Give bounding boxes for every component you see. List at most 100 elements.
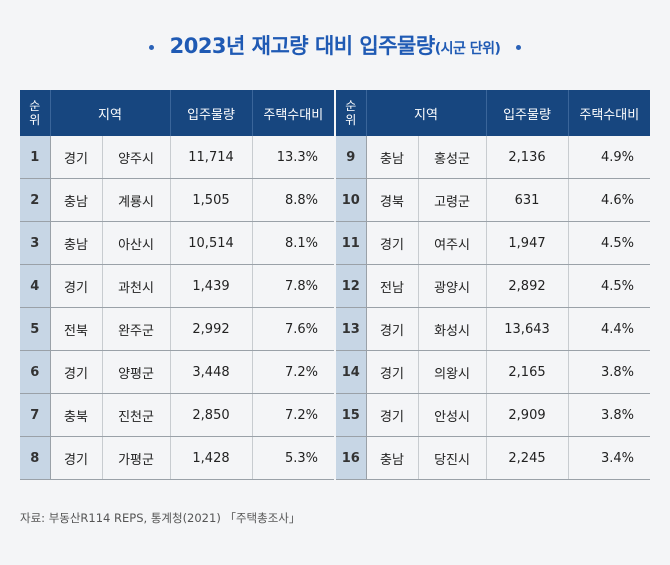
header-region: 지역 <box>366 90 487 136</box>
rank-cell: 2 <box>20 178 51 222</box>
ratio-cell: 13.3% <box>252 136 335 179</box>
ratio-cell: 7.6% <box>252 307 335 351</box>
table-row: 3 충남 아산시 10,514 8.1% <box>20 221 335 265</box>
header-supply: 입주물량 <box>170 90 253 136</box>
province-cell: 전북 <box>50 307 103 351</box>
ratio-cell: 4.5% <box>568 264 651 308</box>
table-row: 2 충남 계룡시 1,505 8.8% <box>20 178 335 222</box>
source-note: 자료: 부동산R114 REPS, 통계청(2021) 「주택총조사」 <box>20 511 301 525</box>
supply-cell: 2,245 <box>486 436 569 480</box>
city-cell: 양평군 <box>102 350 171 394</box>
supply-cell: 11,714 <box>170 136 253 179</box>
ratio-cell: 4.9% <box>568 136 651 179</box>
province-cell: 충남 <box>50 221 103 265</box>
table-row: 9 충남 홍성군 2,136 4.9% <box>336 136 651 179</box>
city-cell: 여주시 <box>418 221 487 265</box>
ratio-cell: 4.6% <box>568 178 651 222</box>
ratio-cell: 3.8% <box>568 393 651 437</box>
header-rank: 순 위 <box>20 90 51 136</box>
ranking-table-right: 순 위 지역 입주물량 주택수대비 9 충남 홍성군 2,136 4.9% 10 경북 고령군… <box>336 90 651 480</box>
province-cell: 충남 <box>50 178 103 222</box>
city-cell: 당진시 <box>418 436 487 480</box>
city-cell: 가평군 <box>102 436 171 480</box>
rank-cell: 15 <box>336 393 367 437</box>
title-dot-left <box>148 44 154 50</box>
supply-cell: 10,514 <box>170 221 253 265</box>
rank-cell: 14 <box>336 350 367 394</box>
province-cell: 경기 <box>50 350 103 394</box>
city-cell: 과천시 <box>102 264 171 308</box>
header-ratio: 주택수대비 <box>252 90 335 136</box>
ratio-cell: 7.2% <box>252 350 335 394</box>
table-row: 5 전북 완주군 2,992 7.6% <box>20 307 335 351</box>
title-sub: (시군 단위) <box>434 41 501 57</box>
header-ratio: 주택수대비 <box>568 90 651 136</box>
city-cell: 완주군 <box>102 307 171 351</box>
rank-cell: 3 <box>20 221 51 265</box>
table-row: 15 경기 안성시 2,909 3.8% <box>336 393 651 437</box>
city-cell: 고령군 <box>418 178 487 222</box>
province-cell: 충남 <box>366 436 419 480</box>
ratio-cell: 8.8% <box>252 178 335 222</box>
ratio-cell: 5.3% <box>252 436 335 480</box>
supply-cell: 2,909 <box>486 393 569 437</box>
province-cell: 전남 <box>366 264 419 308</box>
header-region: 지역 <box>50 90 171 136</box>
table-row: 6 경기 양평군 3,448 7.2% <box>20 350 335 394</box>
table-row: 13 경기 화성시 13,643 4.4% <box>336 307 651 351</box>
city-cell: 화성시 <box>418 307 487 351</box>
supply-cell: 1,947 <box>486 221 569 265</box>
ratio-cell: 7.8% <box>252 264 335 308</box>
table-header-row: 순 위 지역 입주물량 주택수대비 <box>20 90 335 136</box>
province-cell: 충남 <box>366 136 419 179</box>
ratio-cell: 3.4% <box>568 436 651 480</box>
header-rank: 순 위 <box>336 90 367 136</box>
table-row: 1 경기 양주시 11,714 13.3% <box>20 136 335 179</box>
table-row: 10 경북 고령군 631 4.6% <box>336 178 651 222</box>
table-row: 12 전남 광양시 2,892 4.5% <box>336 264 651 308</box>
province-cell: 경기 <box>50 264 103 308</box>
table-row: 11 경기 여주시 1,947 4.5% <box>336 221 651 265</box>
province-cell: 경기 <box>50 136 103 179</box>
province-cell: 경기 <box>366 350 419 394</box>
table-row: 16 충남 당진시 2,245 3.4% <box>336 436 651 480</box>
province-cell: 경기 <box>366 221 419 265</box>
supply-cell: 1,428 <box>170 436 253 480</box>
rank-cell: 16 <box>336 436 367 480</box>
supply-cell: 1,505 <box>170 178 253 222</box>
city-cell: 양주시 <box>102 136 171 179</box>
province-cell: 경기 <box>50 436 103 480</box>
city-cell: 계룡시 <box>102 178 171 222</box>
province-cell: 경기 <box>366 393 419 437</box>
title-dot-right <box>516 44 522 50</box>
table-row: 7 충북 진천군 2,850 7.2% <box>20 393 335 437</box>
rank-cell: 6 <box>20 350 51 394</box>
rank-cell: 7 <box>20 393 51 437</box>
table-row: 4 경기 과천시 1,439 7.8% <box>20 264 335 308</box>
supply-cell: 3,448 <box>170 350 253 394</box>
rank-cell: 12 <box>336 264 367 308</box>
rank-cell: 4 <box>20 264 51 308</box>
ratio-cell: 8.1% <box>252 221 335 265</box>
rank-cell: 8 <box>20 436 51 480</box>
city-cell: 진천군 <box>102 393 171 437</box>
rank-cell: 10 <box>336 178 367 222</box>
page-title: 2023년 재고량 대비 입주물량(시군 단위) <box>0 30 670 60</box>
province-cell: 경북 <box>366 178 419 222</box>
supply-cell: 2,165 <box>486 350 569 394</box>
title-main: 2023년 재고량 대비 입주물량 <box>169 34 436 58</box>
province-cell: 충북 <box>50 393 103 437</box>
supply-cell: 631 <box>486 178 569 222</box>
city-cell: 광양시 <box>418 264 487 308</box>
table-header-row: 순 위 지역 입주물량 주택수대비 <box>336 90 651 136</box>
supply-cell: 13,643 <box>486 307 569 351</box>
ranking-table-left: 순 위 지역 입주물량 주택수대비 1 경기 양주시 11,714 13.3% 2 충남 계룡… <box>20 90 335 480</box>
city-cell: 의왕시 <box>418 350 487 394</box>
supply-cell: 2,850 <box>170 393 253 437</box>
province-cell: 경기 <box>366 307 419 351</box>
supply-cell: 1,439 <box>170 264 253 308</box>
city-cell: 아산시 <box>102 221 171 265</box>
header-supply: 입주물량 <box>486 90 569 136</box>
rank-cell: 11 <box>336 221 367 265</box>
city-cell: 안성시 <box>418 393 487 437</box>
